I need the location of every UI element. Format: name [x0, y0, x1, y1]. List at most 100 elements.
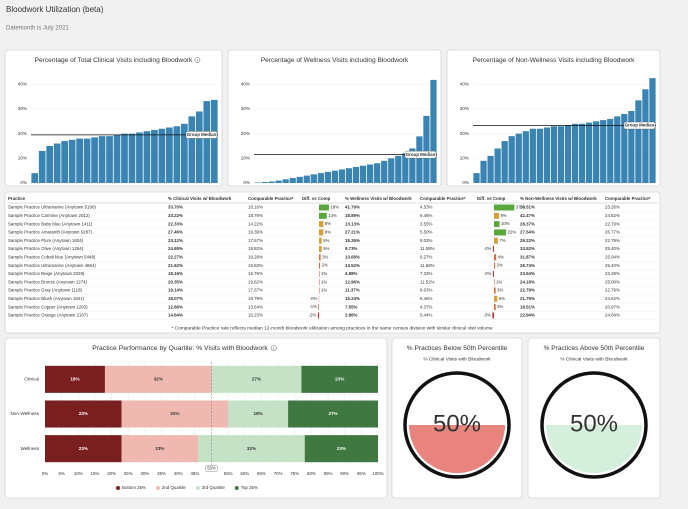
table-cell: 26.77%	[605, 230, 620, 235]
legend-label: 2nd Quartile	[162, 485, 186, 490]
diff-bar	[319, 254, 321, 260]
table-cell: 22.79%	[605, 221, 620, 226]
practice-name: Sample Practice Ultramarine (Anytown 519…	[8, 205, 96, 210]
value-label: 23%	[155, 446, 164, 451]
table-cell: 19.82%	[248, 279, 263, 284]
table-cell: 33.52%	[520, 246, 535, 251]
gauge-subtitle: % Clinical Visits with Bloodwork	[560, 356, 628, 362]
diff-label: -2%	[309, 313, 317, 318]
bar	[487, 156, 493, 183]
practice-name: Sample Practice Cobalt blue (Anytown 544…	[8, 254, 96, 259]
gauge-subtitle: % Clinical Visits with Bloodwork	[423, 356, 491, 362]
practice-name: Sample Practice Baby blue (Anytown 1411)	[8, 221, 93, 226]
diff-bar	[318, 304, 319, 310]
practice-name: Sample Practice Copper (Anytown 1293)	[8, 304, 88, 309]
table-header: Comparable Practice*	[605, 196, 651, 201]
bar	[114, 135, 121, 183]
bar	[339, 169, 345, 183]
legend-swatch	[116, 486, 120, 490]
table-cell: 17.67%	[248, 288, 263, 293]
table-header: % Clinical Visits w/ Bloodwork	[168, 196, 232, 201]
legend-label: Bottom 25%	[122, 485, 146, 490]
bar	[69, 140, 76, 183]
x-tick-label: 60%	[240, 471, 249, 476]
table-header: Comparable Practice*	[248, 196, 294, 201]
legend-label: 3rd Quartile	[202, 485, 225, 490]
table-cell: 29.22%	[520, 238, 535, 243]
bar	[600, 120, 606, 183]
bar	[268, 182, 274, 183]
chart-title: Practice Performance by Quartile: % Visi…	[92, 345, 268, 352]
table-cell: 7.33%	[420, 271, 433, 276]
table-cell: 31.87%	[520, 254, 535, 259]
table-cell: 27.46%	[168, 230, 183, 235]
median-label: Group Median	[406, 152, 436, 157]
x-tick-label: 70%	[274, 471, 283, 476]
value-label: 18%	[70, 377, 79, 382]
table-cell: 22.79%	[605, 238, 620, 243]
x-tick-label: 35%	[157, 471, 166, 476]
diff-bar	[319, 288, 320, 294]
table-header: Practice	[8, 196, 26, 201]
bar	[276, 181, 282, 183]
table-cell: 18.16%	[168, 271, 183, 276]
table-cell: 9.73%	[345, 246, 358, 251]
table-cell: 25.40%	[605, 263, 620, 268]
bar	[579, 124, 585, 183]
diff-label: 3%	[322, 254, 328, 259]
table-cell: 25.40%	[605, 246, 620, 251]
x-tick-label: 25%	[124, 471, 133, 476]
x-tick-label: 10%	[74, 471, 83, 476]
diff-label: 1%	[321, 288, 327, 293]
gauge-value: 50%	[570, 410, 618, 437]
y-tick-label: 10%	[18, 156, 27, 161]
table-cell: 18.89%	[345, 213, 360, 218]
diff-bar	[318, 312, 319, 318]
bar	[416, 136, 422, 183]
table-header: % Wellness Visits w/ Bloodwork	[345, 196, 412, 201]
practice-name: Sample Practice Carmine (Anytown 2012)	[8, 213, 90, 218]
diff-bar	[319, 238, 322, 244]
bar	[311, 174, 317, 183]
bar	[642, 89, 648, 183]
table-header: Diff. vs Comp	[302, 196, 331, 201]
bar	[430, 80, 436, 183]
bar	[144, 131, 151, 183]
table-cell: 22.27%	[168, 254, 183, 259]
x-tick-label: 20%	[107, 471, 116, 476]
diff-label: -1%	[309, 304, 317, 309]
bar	[76, 139, 83, 183]
bar	[283, 179, 289, 183]
table-cell: 12.96%	[345, 279, 360, 284]
practice-name: Sample Practice Olive (Anytown 1264)	[8, 246, 84, 251]
diff-bar	[493, 271, 494, 277]
table-cell: 22.33%	[168, 221, 183, 226]
y-tick-label: 20%	[18, 131, 27, 136]
practice-name: Sample Practice Ultramarine (Anytown 486…	[8, 263, 96, 268]
table-cell: 11.52%	[420, 279, 435, 284]
y-tick-label: 40%	[241, 82, 250, 87]
diff-label: -3%	[483, 313, 491, 318]
table-cell: 13.68%	[345, 254, 360, 259]
bar	[614, 116, 620, 183]
table-cell: 16.16%	[248, 205, 263, 210]
diff-label: 10%	[501, 221, 510, 226]
bar	[480, 161, 486, 183]
table-cell: 18.79%	[248, 213, 263, 218]
table-cell: 24.65%	[168, 246, 183, 251]
x-tick-label: 90%	[340, 471, 349, 476]
value-label: 32%	[247, 446, 256, 451]
diff-label: 3%	[497, 304, 503, 309]
value-label: 23%	[79, 446, 88, 451]
bar	[530, 129, 536, 183]
practice-name: Sample Practice Gray (Anytown 1118)	[8, 288, 83, 293]
bar	[509, 136, 515, 183]
y-tick-label: 0%	[462, 180, 469, 185]
table-cell: 9.46%	[420, 213, 433, 218]
reference-label: 50%	[207, 466, 216, 471]
diff-bar	[319, 263, 320, 269]
table-cell: 11.37%	[345, 288, 360, 293]
legend-label: Top 25%	[241, 485, 258, 490]
value-label: 32%	[154, 377, 163, 382]
bar	[649, 78, 655, 183]
